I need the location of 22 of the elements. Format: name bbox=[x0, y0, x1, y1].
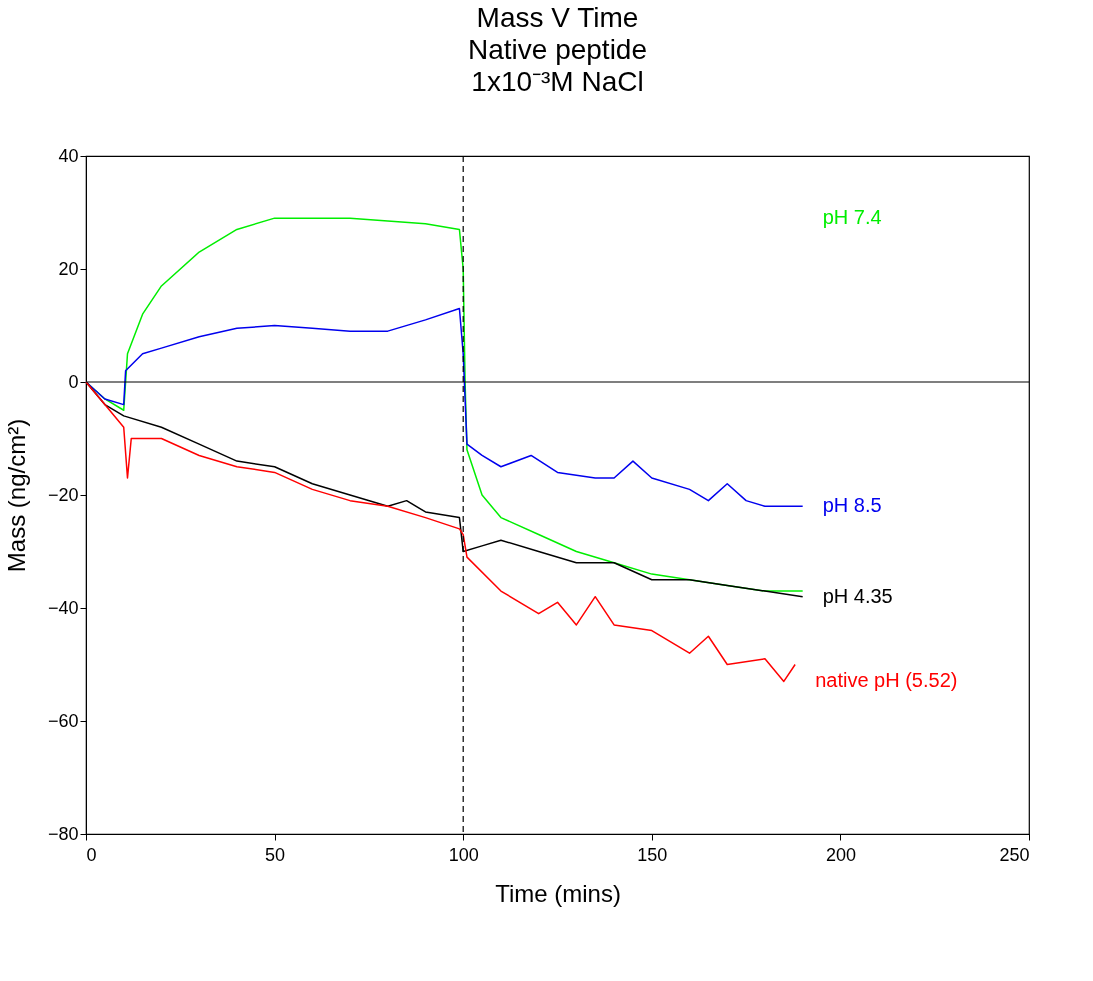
text: Native peptide bbox=[467, 34, 648, 65]
y-axis-title: Mass (ng/cm²) bbox=[2, 418, 30, 573]
x-tick-label: 50 bbox=[265, 844, 286, 865]
y-tick-label: −60 bbox=[47, 710, 79, 731]
series-label: native pH (5.52) bbox=[815, 669, 958, 692]
y-tick-label: 20 bbox=[58, 258, 79, 279]
x-tick-label: 100 bbox=[448, 844, 479, 865]
y-tick-label: −80 bbox=[47, 823, 79, 844]
series-label: pH 4.35 bbox=[822, 584, 893, 607]
x-axis-title: Time (mins) bbox=[495, 879, 621, 907]
series-label: pH 8.5 bbox=[822, 494, 882, 517]
text: pH 7.4 bbox=[822, 206, 882, 229]
text: Mass V Time bbox=[476, 2, 639, 33]
x-tick-label: 150 bbox=[637, 844, 668, 865]
x-tick-label: 250 bbox=[999, 844, 1030, 865]
x-tick-label: 0 bbox=[86, 844, 97, 865]
y-tick-label: 40 bbox=[58, 145, 79, 166]
y-tick-label: 0 bbox=[68, 371, 79, 392]
x-tick-label: 200 bbox=[825, 844, 856, 865]
text: 1x10⁻³M NaCl bbox=[471, 66, 644, 97]
y-tick-label: −40 bbox=[47, 597, 79, 618]
y-tick-label: −20 bbox=[47, 484, 79, 505]
